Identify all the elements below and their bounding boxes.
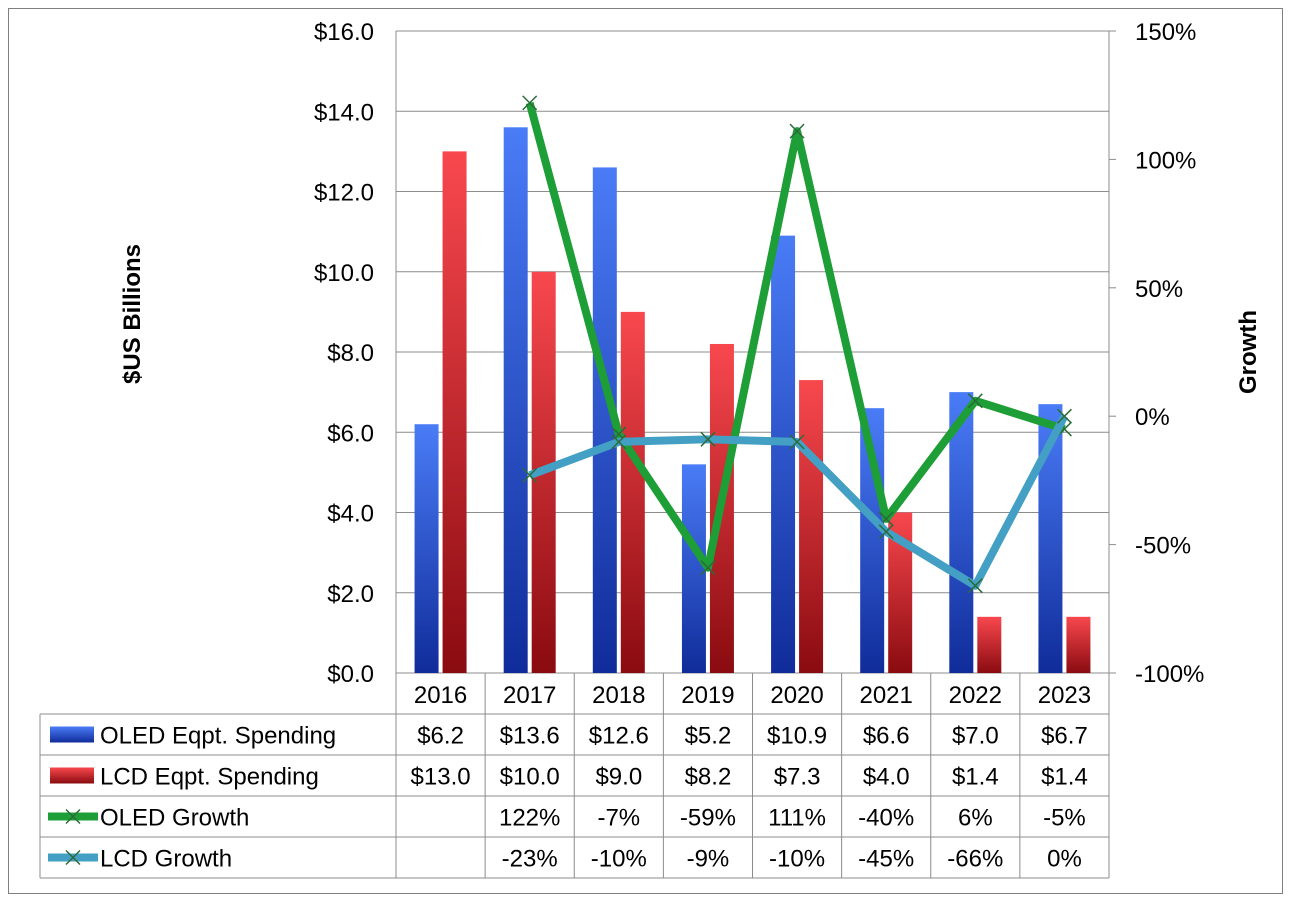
legend-label: OLED Growth bbox=[100, 805, 249, 832]
bar-lcd-2023 bbox=[1066, 616, 1091, 673]
table-cell: -9% bbox=[687, 846, 730, 873]
table-cell: 6% bbox=[958, 805, 993, 832]
table-cell: -23% bbox=[502, 846, 558, 873]
table-cell: -5% bbox=[1043, 805, 1086, 832]
point-marker bbox=[789, 123, 805, 139]
bars bbox=[414, 127, 1091, 674]
y-tick-label: $16.0 bbox=[314, 19, 374, 46]
y2-tick-label: 0% bbox=[1135, 404, 1170, 431]
legend-key-0 bbox=[50, 726, 94, 743]
point-marker bbox=[700, 431, 716, 447]
y2-tick-label: 100% bbox=[1135, 147, 1196, 174]
table-cell: $13.0 bbox=[411, 764, 471, 791]
bar-lcd-2016 bbox=[442, 151, 467, 673]
y-tick-label: $10.0 bbox=[314, 260, 374, 287]
x-tick-label: 2022 bbox=[949, 682, 1002, 709]
table-cell: $9.0 bbox=[595, 764, 642, 791]
table-cell: -7% bbox=[597, 805, 640, 832]
legend-key-3 bbox=[48, 849, 98, 866]
y2-tick-label: -50% bbox=[1135, 533, 1191, 560]
table-cell: $7.3 bbox=[774, 764, 821, 791]
y2-tick-label: 150% bbox=[1135, 19, 1196, 46]
table-cell: -10% bbox=[591, 846, 647, 873]
x-tick-label: 2018 bbox=[592, 682, 645, 709]
table-cell: $13.6 bbox=[500, 723, 560, 750]
legend-label: LCD Eqpt. Spending bbox=[100, 764, 319, 791]
table-cell: -59% bbox=[680, 805, 736, 832]
legend-key-2 bbox=[48, 808, 98, 825]
legend-label: OLED Eqpt. Spending bbox=[100, 723, 336, 750]
table-cell: $5.2 bbox=[685, 723, 732, 750]
table-cell: $12.6 bbox=[589, 723, 649, 750]
legend-label: LCD Growth bbox=[100, 846, 232, 873]
point-marker bbox=[611, 434, 627, 450]
y-tick-label: $6.0 bbox=[327, 420, 374, 447]
point-marker bbox=[967, 578, 983, 594]
y-tick-label: $12.0 bbox=[314, 180, 374, 207]
axes: $0.0 $2.0 $4.0 $6.0 $8.0 $10.0 $12.0 $14.0 $16.0… bbox=[314, 19, 1204, 688]
y-tick-label: $2.0 bbox=[327, 581, 374, 608]
y-tick-label: $4.0 bbox=[327, 501, 374, 528]
legend-key-1 bbox=[50, 767, 94, 784]
table-cell: $6.7 bbox=[1041, 723, 1088, 750]
bar-lcd-2022 bbox=[977, 616, 1002, 673]
table-cell: $1.4 bbox=[952, 764, 999, 791]
bar-lcd-2020 bbox=[799, 380, 824, 673]
point-marker bbox=[522, 95, 538, 111]
y2-tick-label: -100% bbox=[1135, 661, 1204, 688]
table-cell: $6.2 bbox=[417, 723, 464, 750]
table-cell: -10% bbox=[769, 846, 825, 873]
table-cell: -66% bbox=[947, 846, 1003, 873]
x-tick-label: 2016 bbox=[414, 682, 467, 709]
y2-axis-title: Growth bbox=[1235, 310, 1262, 394]
point-marker bbox=[789, 434, 805, 450]
point-marker bbox=[878, 524, 894, 540]
y-tick-label: $8.0 bbox=[327, 340, 374, 367]
bar-oled-2017 bbox=[503, 127, 528, 674]
x-tick-label: 2021 bbox=[859, 682, 912, 709]
table-cell: $10.0 bbox=[500, 764, 560, 791]
bar-oled-2020 bbox=[771, 235, 796, 673]
table-cell: $1.4 bbox=[1041, 764, 1088, 791]
bar-oled-2022 bbox=[949, 392, 974, 673]
x-tick-label: 2020 bbox=[770, 682, 823, 709]
chart-frame bbox=[8, 8, 1283, 894]
growth-lines bbox=[522, 95, 1072, 594]
table-cell: $6.6 bbox=[863, 723, 910, 750]
y-tick-label: $14.0 bbox=[314, 99, 374, 126]
table-cell: -40% bbox=[858, 805, 914, 832]
data-table: 2016 2017 2018 2019 2020 2021 2022 2023 OLED Eqp… bbox=[39, 673, 1110, 879]
point-marker bbox=[700, 560, 716, 576]
x-tick-label: 2017 bbox=[503, 682, 556, 709]
table-cell: 0% bbox=[1047, 846, 1082, 873]
point-marker bbox=[967, 393, 983, 409]
table-cell: $10.9 bbox=[767, 723, 827, 750]
y-tick-label: $0.0 bbox=[327, 661, 374, 688]
point-marker bbox=[1056, 408, 1072, 424]
bar-oled-2016 bbox=[414, 424, 439, 673]
table-cell: $7.0 bbox=[952, 723, 999, 750]
y2-tick-label: 50% bbox=[1135, 276, 1183, 303]
table-cell: 122% bbox=[499, 805, 560, 832]
table-cell: $8.2 bbox=[685, 764, 732, 791]
table-cell: -45% bbox=[858, 846, 914, 873]
y-axis-title: $US Billions bbox=[119, 244, 146, 384]
table-cell: $4.0 bbox=[863, 764, 910, 791]
point-marker bbox=[522, 467, 538, 483]
table-cell: 111% bbox=[768, 805, 826, 832]
x-tick-label: 2023 bbox=[1038, 682, 1091, 709]
x-tick-label: 2019 bbox=[681, 682, 734, 709]
bar-oled-2019 bbox=[681, 464, 706, 673]
bar-lcd-2018 bbox=[620, 311, 645, 673]
